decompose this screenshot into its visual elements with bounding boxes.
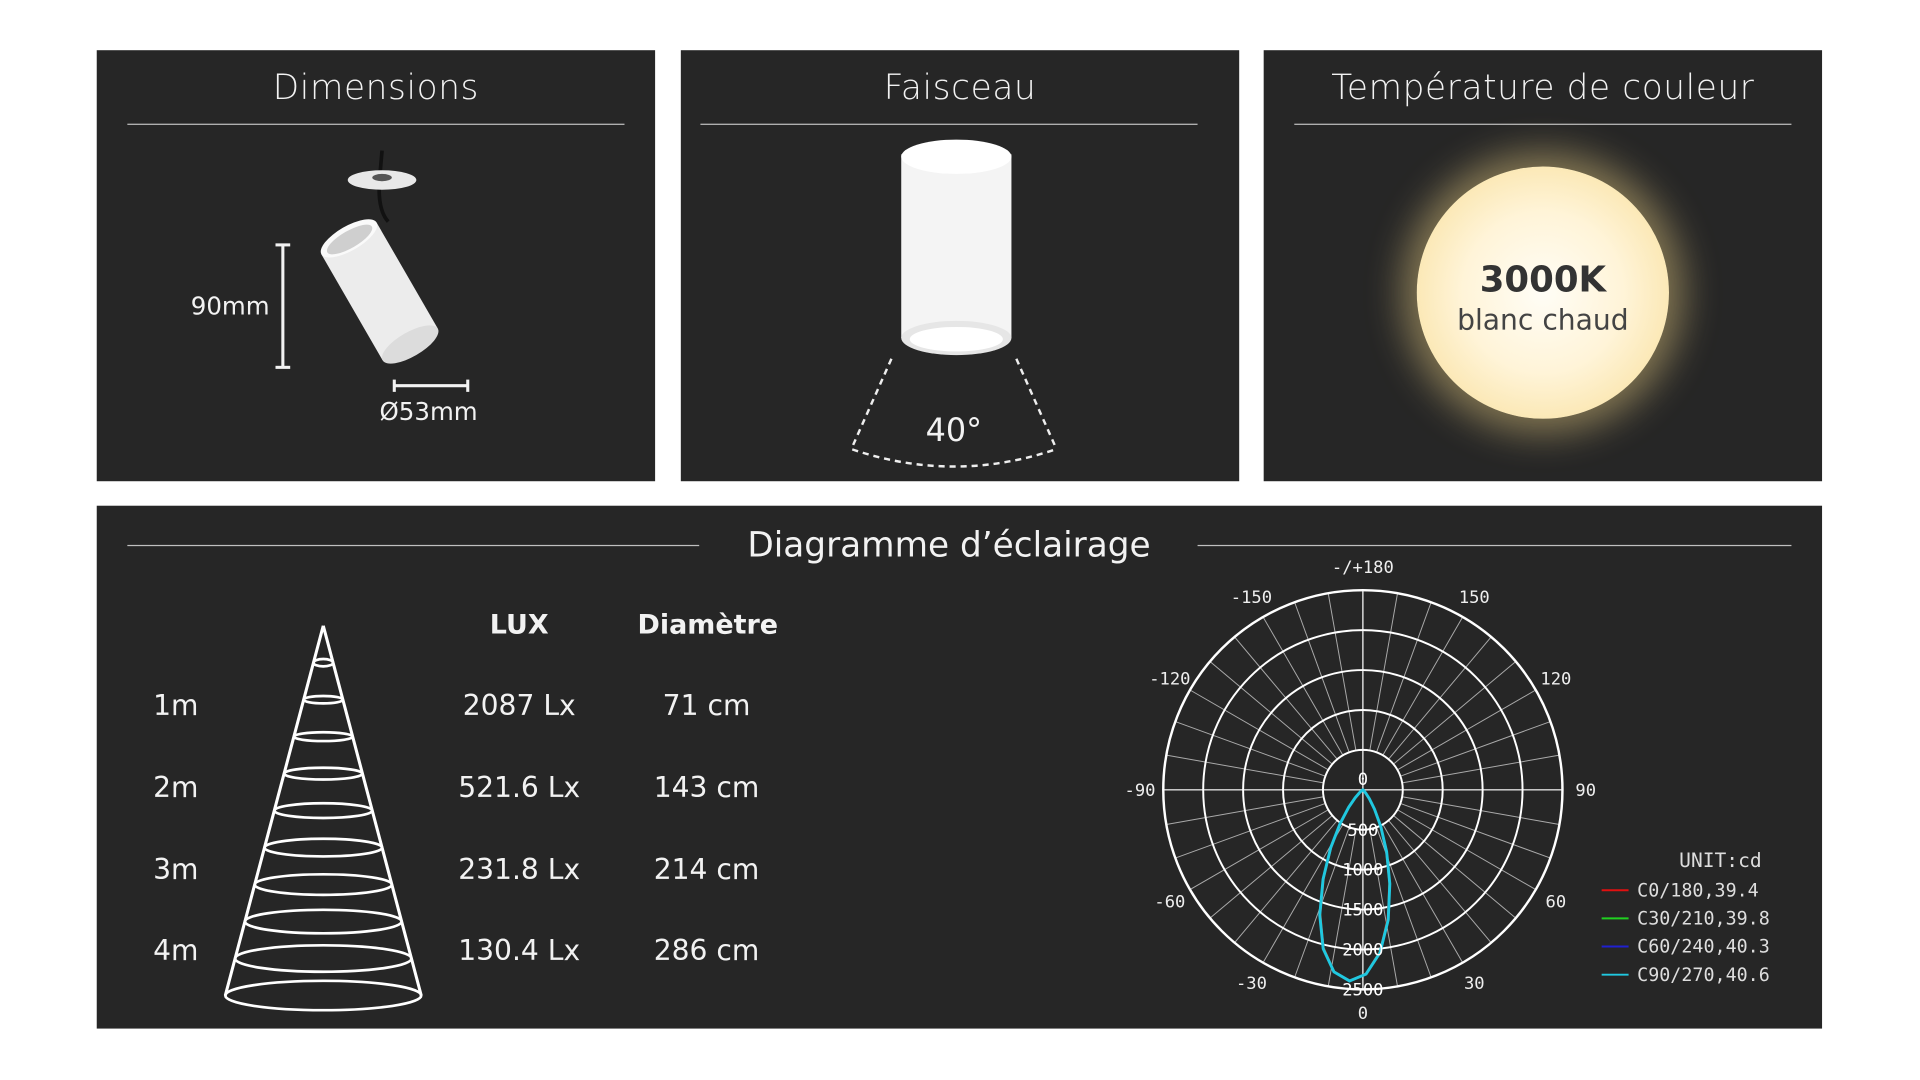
- polar-ring: [1202, 629, 1524, 951]
- distance-label: 4m: [153, 935, 199, 968]
- title-rule-right: [1197, 544, 1792, 547]
- angle-tick-label: -120: [1149, 669, 1190, 689]
- radial-tick-label: 1500: [1342, 901, 1383, 921]
- color-temperature-panel: Température de couleur 3000K blanc chaud: [1263, 50, 1823, 482]
- angle-tick-label: -150: [1231, 588, 1272, 608]
- cone-ring: [263, 837, 384, 858]
- cone-ring: [223, 979, 423, 1012]
- angle-tick-label: 60: [1546, 892, 1567, 912]
- polar-ring: [1282, 708, 1444, 871]
- lux-value: 2087 Lx: [462, 690, 576, 723]
- beam-panel: Faisceau 40°: [680, 50, 1240, 482]
- cone-ring: [302, 694, 345, 705]
- diameter-value: 286 cm: [653, 935, 760, 968]
- cone-ring: [272, 801, 374, 820]
- angle-tick-label: 120: [1540, 669, 1571, 689]
- cone-ring: [253, 872, 394, 897]
- lighting-diagram-title: Diagramme d’éclairage: [747, 524, 1151, 566]
- cone-ring: [243, 908, 403, 935]
- lux-value: 521.6 Lx: [458, 772, 581, 805]
- title-rule-left: [127, 544, 700, 547]
- polar-ring: [1162, 588, 1564, 991]
- polar-ring: [1242, 669, 1484, 911]
- cone-outline: [223, 625, 423, 996]
- series-curve: [1318, 788, 1392, 983]
- cone-ring: [282, 766, 364, 781]
- diameter-label: Ø53mm: [379, 396, 478, 427]
- angle-tick-label: -/+180: [1332, 558, 1394, 578]
- angle-tick-label: -60: [1154, 892, 1185, 912]
- dimensions-title: Dimensions: [272, 67, 480, 108]
- radial-tick-label: 2500: [1342, 981, 1383, 1001]
- angle-tick-label: -90: [1125, 781, 1156, 801]
- diameter-column-header: Diamètre: [637, 610, 779, 642]
- lux-column-header: LUX: [489, 610, 549, 642]
- color-temperature-description: blanc chaud: [1457, 304, 1629, 337]
- legend-label: C90/270,40.6: [1637, 965, 1770, 986]
- angle-tick-label: 0: [1358, 1004, 1368, 1024]
- title-divider: [1294, 123, 1792, 125]
- polar-intensity-chart: 0 500 1000 1500 2000 2500 -/+180 -150 150 -120 120…: [1125, 558, 1770, 1024]
- radial-tick-label: 2000: [1342, 941, 1383, 961]
- warm-light-glow: [1416, 166, 1669, 419]
- lux-value: 231.8 Lx: [458, 854, 581, 887]
- lux-value: 130.4 Lx: [458, 935, 581, 968]
- diameter-value: 71 cm: [662, 690, 751, 723]
- distance-label: 2m: [153, 772, 199, 805]
- title-divider: [700, 123, 1198, 125]
- color-temperature-value: 3000K: [1479, 258, 1607, 301]
- angle-tick-label: 30: [1464, 974, 1485, 994]
- legend-label: C60/240,40.3: [1637, 937, 1770, 958]
- light-cone-illustration: [223, 625, 423, 1012]
- beam-angle-illustration: [851, 139, 1057, 468]
- unit-label: UNIT:cd: [1679, 849, 1762, 872]
- diameter-value: 214 cm: [653, 854, 760, 887]
- radial-tick-label: 500: [1347, 821, 1378, 841]
- angle-tick-label: 150: [1459, 588, 1490, 608]
- angle-tick-label: -30: [1236, 974, 1267, 994]
- cone-ring: [292, 730, 355, 743]
- radial-tick-label: 0: [1358, 770, 1368, 790]
- angle-tick-label: 90: [1575, 781, 1596, 801]
- polar-ring: [1321, 748, 1404, 831]
- spotlight-dimensions-illustration: [275, 150, 470, 392]
- lighting-diagram-panel: Diagramme d’éclairage LUX Diamètre 1m 208…: [96, 505, 1823, 1029]
- color-temperature-title: Température de couleur: [1331, 67, 1755, 108]
- distance-label: 3m: [153, 854, 199, 887]
- legend-label: C30/210,39.8: [1637, 908, 1770, 929]
- cone-ring: [233, 943, 413, 974]
- diameter-value: 143 cm: [653, 772, 760, 805]
- legend-label: C0/180,39.4: [1637, 880, 1759, 901]
- dimensions-panel: Dimensions 90mm Ø53mm: [96, 50, 656, 482]
- cone-ring: [312, 657, 335, 668]
- title-divider: [127, 123, 625, 125]
- beam-angle-label: 40°: [925, 412, 983, 450]
- radial-tick-label: 1000: [1342, 861, 1383, 881]
- height-label: 90mm: [190, 291, 270, 321]
- beam-title: Faisceau: [883, 67, 1037, 108]
- distance-label: 1m: [153, 690, 199, 723]
